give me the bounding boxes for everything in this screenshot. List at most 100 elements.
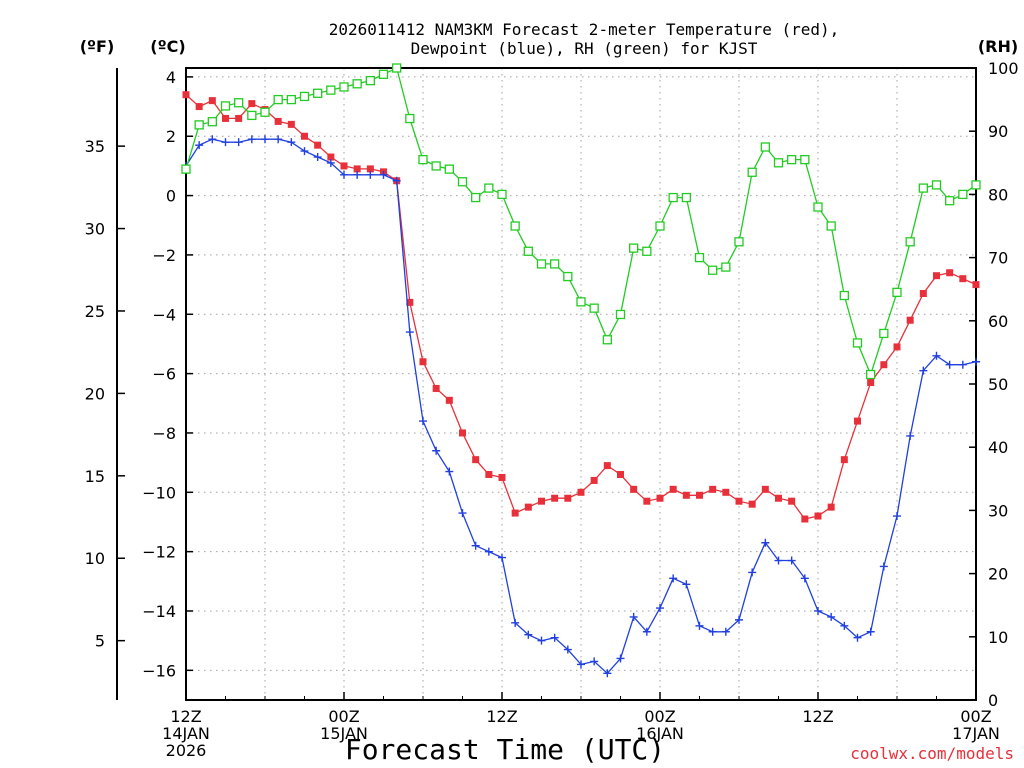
rh-point [892, 287, 902, 298]
2-meter-temperature-point [366, 165, 374, 173]
2-meter-temperature-point [959, 275, 967, 283]
2-meter-temperature-point [301, 132, 308, 140]
rh-point [747, 167, 757, 177]
rh-point [273, 94, 283, 105]
rh-point [484, 183, 494, 193]
dewpoint-point [234, 138, 243, 147]
dewpoint-point [511, 618, 520, 627]
dewpoint-point [972, 357, 980, 366]
dewpoint-point [866, 627, 875, 636]
2-meter-temperature-point [551, 494, 559, 502]
fahrenheit-tick-label: 15 [85, 467, 105, 486]
dewpoint-point [274, 135, 283, 144]
rh-point [905, 237, 915, 247]
rh-point [392, 63, 402, 73]
rh-point [615, 309, 626, 320]
dewpoint-point [616, 654, 625, 663]
rh-point [629, 243, 639, 253]
rh-line [185, 67, 977, 377]
2-meter-temperature-point [682, 491, 690, 499]
2-meter-temperature-point [643, 497, 651, 505]
rh-point [866, 369, 876, 380]
dewpoint-point [484, 547, 493, 556]
dewpoint-point [471, 541, 480, 550]
dewpoint-point [340, 170, 348, 179]
dewpoint-point [906, 431, 915, 440]
rh-point [721, 262, 731, 272]
dewpoint-point [958, 360, 967, 369]
fahrenheit-tick-label: 35 [85, 137, 105, 156]
2-meter-temperature-point [406, 298, 414, 306]
2-meter-temperature-point [432, 384, 440, 392]
rh-point [708, 265, 718, 275]
2-meter-temperature-point [340, 162, 348, 170]
rh-tick-label: 10 [988, 628, 1008, 647]
2-meter-temperature-point [222, 114, 229, 122]
2-meter-temperature-point [577, 488, 585, 496]
celsius-tick-label: 2 [166, 127, 176, 146]
2-meter-temperature-point [498, 473, 506, 481]
fahrenheit-unit-label: (ºF) [80, 37, 115, 56]
rh-point [800, 154, 810, 165]
rh-tick-label: 30 [988, 501, 1008, 520]
2-meter-temperature-point [735, 497, 743, 505]
dewpoint-point [537, 636, 546, 645]
dewpoint-point [656, 604, 664, 613]
rh-point [405, 113, 415, 124]
fahrenheit-tick-label: 5 [95, 632, 105, 651]
2-meter-temperature-point [761, 485, 769, 493]
2-meter-temperature-point [353, 165, 361, 173]
celsius-tick-label: 0 [166, 187, 176, 206]
rh-point [655, 221, 665, 231]
rh-point [681, 192, 691, 203]
rh-point [339, 82, 349, 92]
x-tick-label: 00Z [644, 707, 675, 726]
rh-point [734, 237, 744, 247]
2-meter-temperature-point [709, 485, 717, 493]
dewpoint-point [840, 621, 849, 630]
2-meter-temperature-point [630, 485, 638, 493]
dewpoint-point [603, 669, 612, 678]
dewpoint-point [353, 170, 362, 179]
2-meter-temperature-point [972, 281, 980, 289]
rh-point [418, 154, 428, 165]
dewpoint-point [563, 645, 572, 654]
2-meter-temperature-point [524, 503, 532, 511]
2-meter-temperature-point [840, 456, 848, 464]
rh-point [352, 79, 362, 89]
celsius-tick-label: −16 [142, 661, 176, 680]
rh-tick-label: 100 [988, 59, 1019, 78]
dewpoint-point [405, 328, 414, 337]
rh-point [760, 142, 770, 152]
dewpoint-point [629, 612, 638, 621]
dewpoint-point [708, 627, 717, 636]
dewpoint-point [208, 135, 217, 144]
dewpoint-point [313, 153, 322, 162]
2-meter-temperature-point [590, 476, 598, 484]
rh-tick-label: 80 [988, 185, 1008, 204]
2-meter-temperature-point [867, 379, 875, 387]
rh-point [431, 161, 441, 171]
plot-frame [185, 67, 977, 701]
dewpoint-point [577, 660, 585, 669]
dewpoint-point [814, 606, 822, 615]
rh-tick-label: 20 [988, 565, 1008, 584]
2-meter-temperature-point [919, 290, 927, 298]
2-meter-temperature-point [696, 491, 703, 499]
dewpoint-point [695, 621, 704, 630]
fahrenheit-tick-label: 20 [85, 384, 105, 403]
rh-point [694, 252, 705, 263]
celsius-tick-label: −4 [152, 305, 176, 324]
celsius-tick-label: −14 [142, 602, 176, 621]
2-meter-temperature-point [814, 512, 822, 520]
celsius-tick-label: −8 [152, 424, 176, 443]
2-meter-temperature-point [933, 272, 940, 280]
rh-point [813, 202, 823, 212]
dewpoint-point [642, 627, 651, 636]
rh-point [589, 303, 599, 313]
2-meter-temperature-point [880, 361, 888, 369]
dewpoint-point [827, 612, 836, 621]
dewpoint-point [550, 633, 559, 642]
rh-point [826, 221, 836, 231]
